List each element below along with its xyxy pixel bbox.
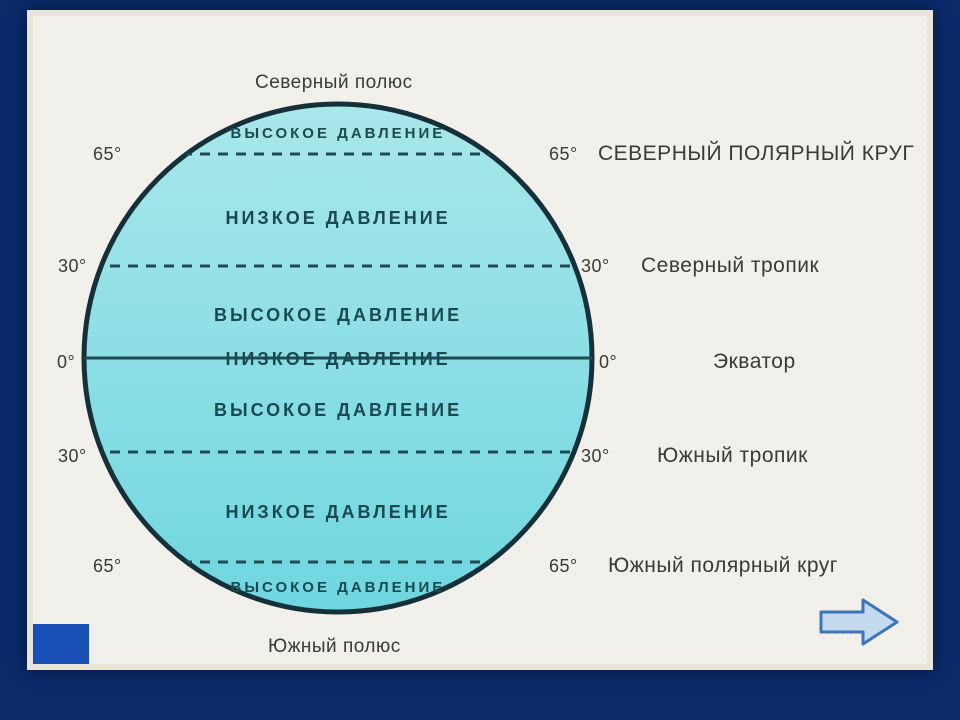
degree-left: 65° [93,144,122,165]
degree-left: 30° [58,446,87,467]
pressure-band: ВЫСОКОЕ ДАВЛЕНИЕ [214,305,462,326]
pressure-band: ВЫСОКОЕ ДАВЛЕНИЕ [231,125,446,142]
south-pole-label: Южный полюс [268,636,401,658]
next-arrow-button[interactable] [815,594,903,650]
latitude-label: Северный тропик [641,254,819,278]
degree-left: 65° [93,556,122,577]
degree-right: 30° [581,256,610,277]
pressure-band: НИЗКОЕ ДАВЛЕНИЕ [226,349,451,370]
pressure-band: НИЗКОЕ ДАВЛЕНИЕ [226,208,451,229]
latitude-label: Южный тропик [657,444,808,468]
latitude-label: Экватор [713,350,796,374]
north-pole-label: Северный полюс [255,72,413,94]
degree-right: 30° [581,446,610,467]
latitude-label: СЕВЕРНЫЙ ПОЛЯРНЫЙ КРУГ [598,142,914,166]
degree-left: 30° [58,256,87,277]
slide: Северный полюс Южный полюс 65° 65° СЕВЕРНЫ… [27,10,933,670]
arrow-right-icon [815,594,903,650]
degree-left: 0° [57,352,75,373]
degree-right: 65° [549,144,578,165]
degree-right: 0° [599,352,617,373]
blue-corner-deco [33,624,89,664]
degree-right: 65° [549,556,578,577]
pressure-band: ВЫСОКОЕ ДАВЛЕНИЕ [214,400,462,421]
pressure-band: ВЫСОКОЕ ДАВЛЕНИЕ [231,579,446,596]
content-card: Северный полюс Южный полюс 65° 65° СЕВЕРНЫ… [33,16,927,664]
latitude-label: Южный полярный круг [608,554,838,578]
pressure-band: НИЗКОЕ ДАВЛЕНИЕ [226,502,451,523]
